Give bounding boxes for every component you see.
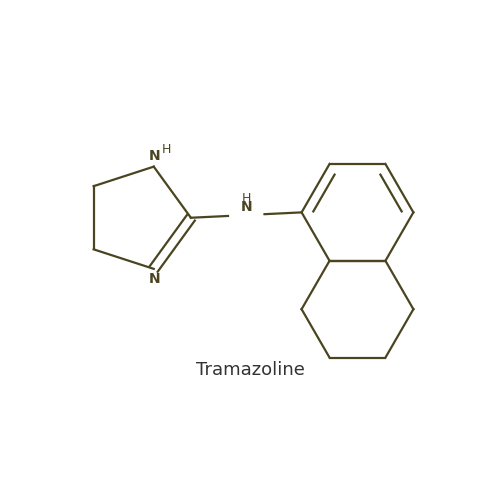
Text: N: N	[149, 150, 160, 164]
Text: N: N	[240, 200, 252, 214]
Text: H: H	[162, 143, 172, 156]
Text: Tramazoline: Tramazoline	[196, 361, 304, 379]
Text: H: H	[242, 192, 251, 205]
Text: N: N	[149, 272, 160, 286]
